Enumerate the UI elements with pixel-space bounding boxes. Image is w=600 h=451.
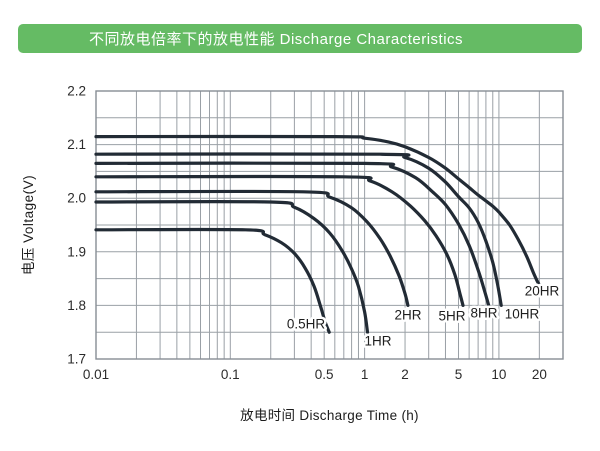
x-tick-label: 20 (532, 367, 547, 382)
y-tick-labels: 2.2 2.1 2.0 1.9 1.8 1.7 (67, 84, 86, 367)
y-tick-label: 1.7 (67, 352, 86, 367)
curve-label-10hr: 10HR (505, 307, 540, 322)
curve-20hr (94, 134, 542, 288)
x-axis-title: 放电时间 Discharge Time (h) (240, 408, 419, 423)
curve-8hr (94, 161, 491, 307)
x-tick-label: 0.01 (83, 367, 109, 382)
x-tick-label: 0.5 (315, 367, 334, 382)
curve-label-5hr: 5HR (438, 309, 465, 324)
curve-label-8hr: 8HR (470, 306, 497, 321)
plot-border (95, 90, 564, 360)
curve-0_5hr (94, 227, 331, 334)
title-bar: 不同放电倍率下的放电性能 Discharge Characteristics (18, 24, 582, 53)
curve-label-1hr: 1HR (364, 334, 391, 349)
plot-frame (95, 90, 564, 360)
curve-label-0_5hr: 0.5HR (287, 317, 326, 332)
y-tick-label: 2.2 (67, 84, 86, 99)
curve-5hr (94, 174, 465, 307)
x-tick-label: 1 (361, 367, 369, 382)
x-tick-label: 2 (401, 367, 409, 382)
x-tick-label: 10 (491, 367, 506, 382)
curve-10hr (94, 152, 503, 307)
y-tick-label: 2.0 (67, 191, 86, 206)
page-title: 不同放电倍率下的放电性能 Discharge Characteristics (88, 31, 464, 48)
x-tick-label: 5 (455, 367, 463, 382)
discharge-curves (94, 134, 542, 334)
y-tick-label: 1.8 (67, 298, 86, 313)
x-tick-labels: 0.01 0.1 0.5 1 2 5 10 20 (83, 367, 547, 382)
y-tick-label: 2.1 (67, 137, 86, 152)
y-tick-label: 1.9 (67, 244, 86, 259)
curve-label-2hr: 2HR (394, 308, 421, 323)
x-tick-label: 0.1 (221, 367, 240, 382)
curve-2hr (94, 189, 410, 307)
curve-1hr (94, 200, 370, 334)
curve-label-20hr: 20HR (525, 284, 560, 299)
